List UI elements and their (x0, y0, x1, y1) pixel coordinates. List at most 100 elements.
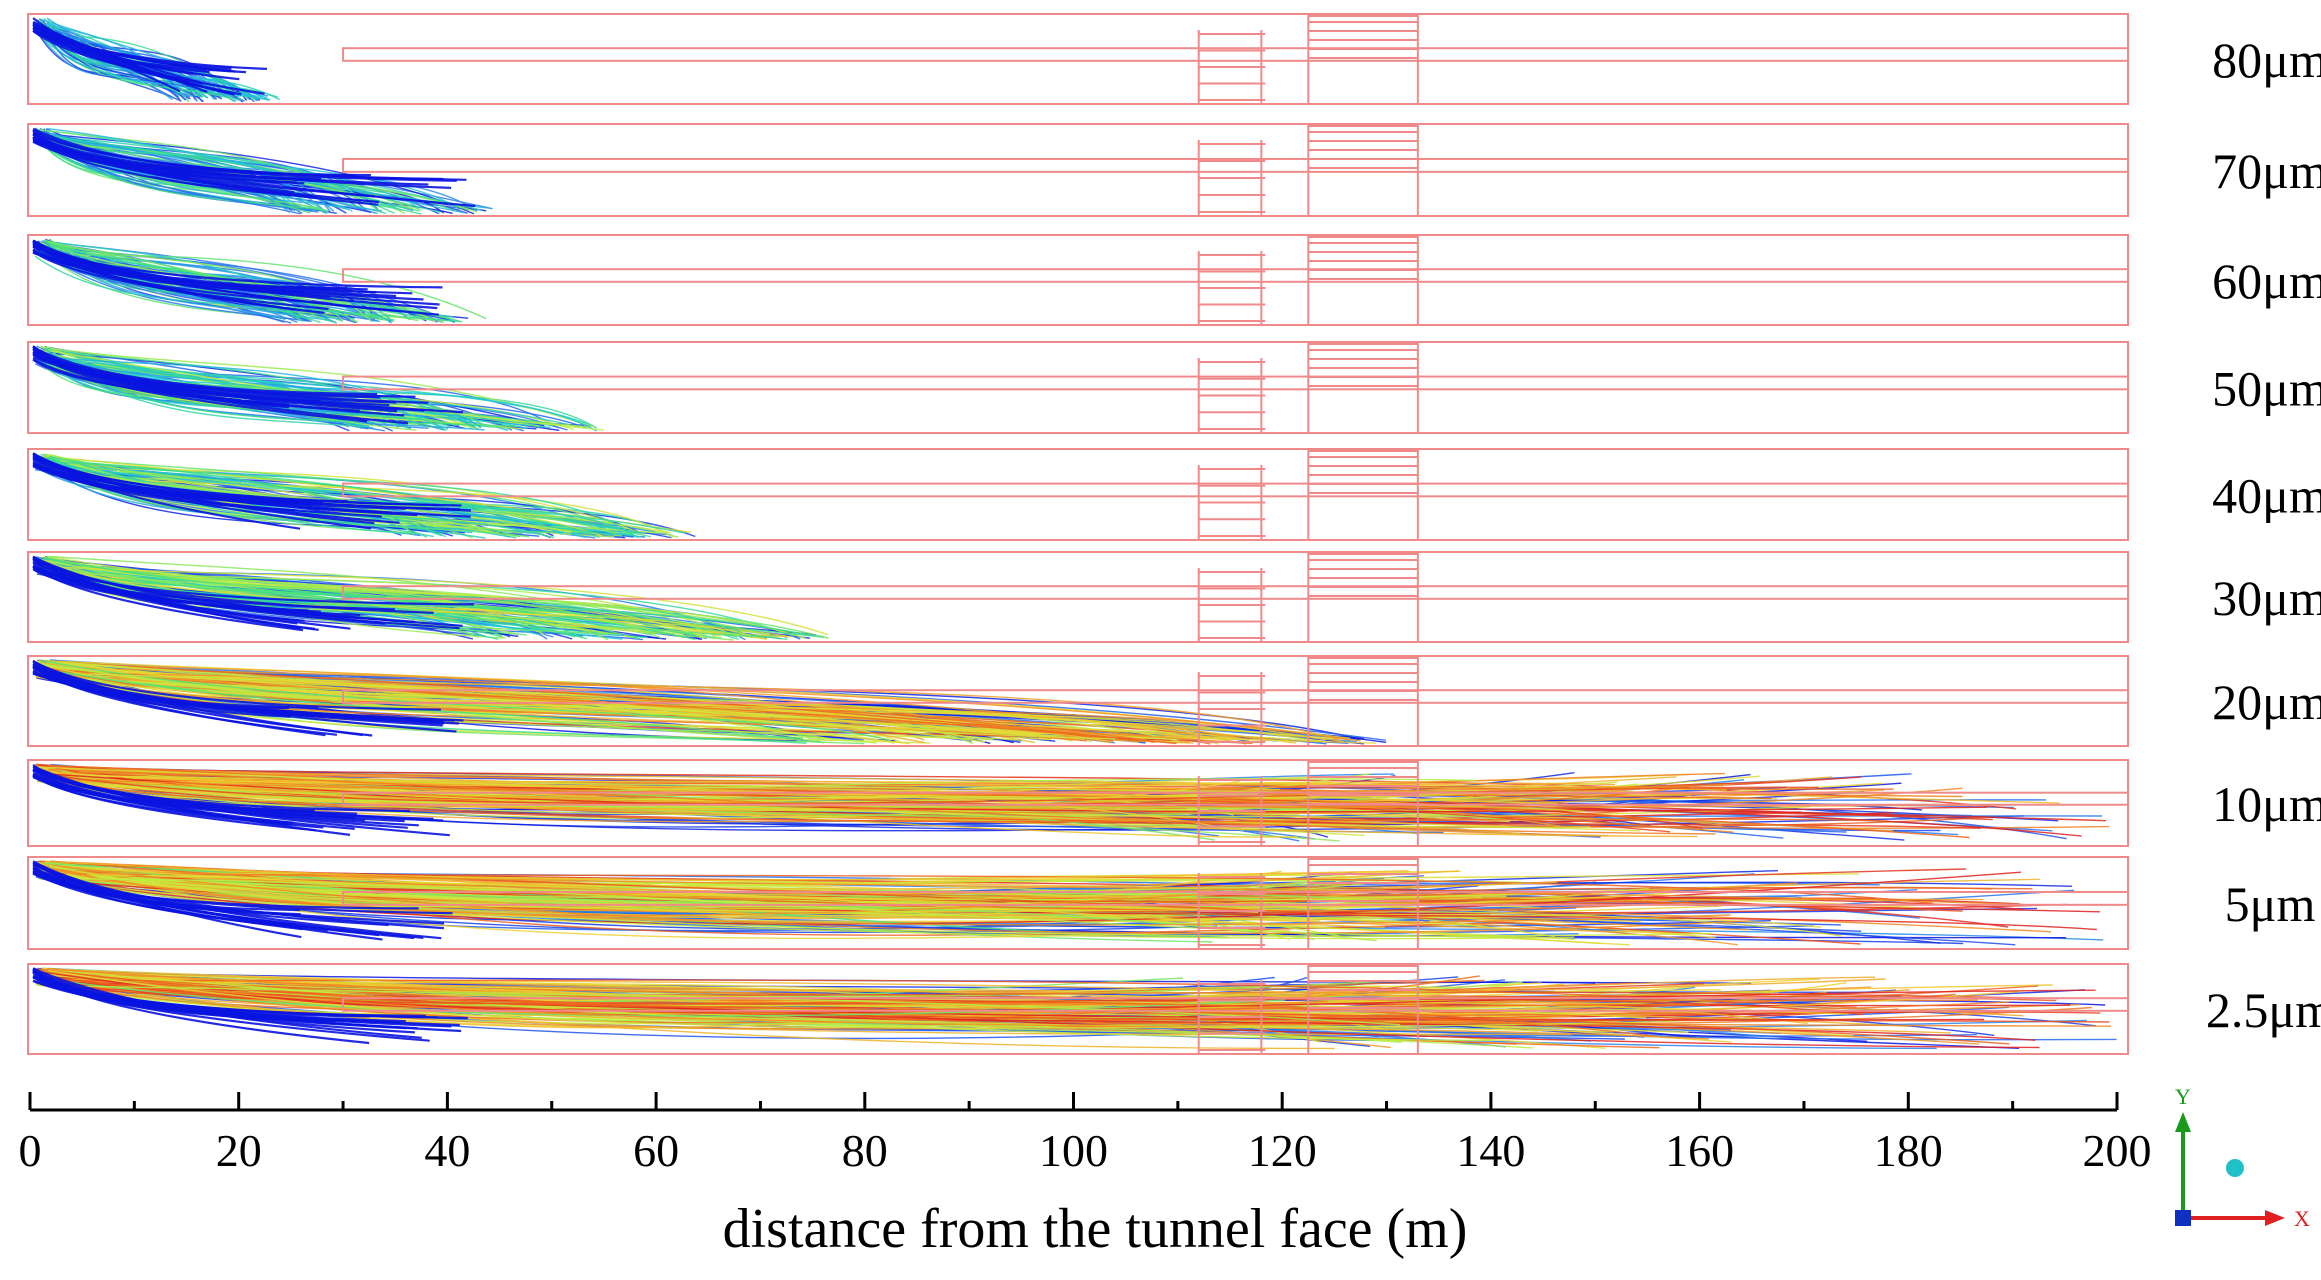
streamline (50, 971, 2059, 1000)
duct-pipe (342, 791, 2129, 806)
streamline-core (32, 345, 464, 425)
panel-40um: 40μm (27, 448, 2321, 541)
trestle-frame (1307, 125, 1419, 217)
streamline (32, 768, 434, 820)
streamline (39, 873, 1630, 946)
panel-80um: 80μm (27, 13, 2321, 105)
trolley-frame (1197, 465, 1266, 540)
streamline (35, 772, 1987, 813)
panel-label-2.5um: 2.5μm (2206, 982, 2321, 1038)
streamline (50, 674, 1147, 741)
trestle-box (1307, 450, 1419, 541)
streamline-core (32, 555, 475, 632)
streamline (32, 775, 315, 812)
trestle-frame (1307, 965, 1419, 1055)
streamline (32, 250, 329, 311)
streamline (32, 358, 368, 423)
trestle-box (1307, 15, 1419, 105)
trolley-frame (1197, 672, 1266, 746)
ventilation-duct (342, 268, 2129, 283)
trestle-box (1307, 965, 1419, 1055)
streamline (32, 557, 460, 630)
tunnel-outline (27, 234, 2129, 326)
trestle-frame (1307, 761, 1419, 847)
streamline (39, 878, 1520, 938)
streamline (38, 355, 445, 430)
trestle-box (1307, 236, 1419, 326)
duct-pipe (342, 47, 2129, 62)
streamline (32, 565, 304, 632)
streamline (37, 865, 1731, 926)
streamline (32, 140, 305, 185)
streamline (46, 460, 447, 538)
streamline (43, 868, 1626, 905)
duct-pipe (342, 157, 2129, 173)
trolley-frame (1197, 873, 1266, 949)
tunnel-outline (27, 759, 2129, 847)
streamline (32, 128, 467, 181)
streamline-core (32, 860, 453, 941)
streamline (48, 570, 735, 636)
x-tick-label: 80 (842, 1125, 888, 1176)
streamline (44, 860, 1409, 881)
streamline (46, 869, 2025, 906)
streamline (40, 863, 1750, 935)
ventilation-duct (342, 689, 2129, 704)
streamline (34, 255, 311, 322)
streamline (35, 253, 487, 320)
x-tick-label: 180 (1874, 1125, 1943, 1176)
streamline (39, 659, 891, 742)
streamline (40, 777, 1724, 795)
streamline (32, 867, 444, 930)
streamline (38, 777, 1887, 823)
streamline (32, 251, 288, 310)
x-tick-label: 140 (1456, 1125, 1525, 1176)
streamline (38, 968, 1533, 1024)
streamline (49, 455, 434, 538)
streamline (43, 770, 1231, 830)
ventilation-duct (342, 791, 2129, 806)
tunnel-outline (27, 963, 2129, 1055)
trestle-frame (1307, 450, 1419, 541)
streamline (32, 136, 429, 186)
streamline-core (32, 659, 464, 737)
distance-axis: 0 20 40 60 80 100 120 140 160 180 200 distance fro… (19, 1092, 2152, 1260)
streamline (45, 861, 1314, 940)
streamline (47, 356, 421, 426)
trestle-frame (1307, 858, 1419, 950)
streamline (32, 27, 247, 74)
streamline-core (32, 452, 471, 530)
triad-z-marker (2226, 1159, 2244, 1177)
streamline (32, 970, 460, 1027)
streamline (32, 244, 413, 295)
particle-trajectory-panels: 80μm 70μm 60μm 50μm 40μm 30μm 20μm 10μm 5μm 2.5μm (27, 13, 2321, 1055)
streamline (41, 665, 1232, 739)
trestle-box (1307, 125, 1419, 217)
trestle-box (1307, 657, 1419, 747)
trolley-frame (1197, 30, 1266, 104)
trolley-frame (1197, 776, 1266, 846)
streamline (43, 557, 696, 641)
streamline (32, 346, 378, 396)
x-axis-title: distance from the tunnel face (m) (723, 1198, 1468, 1260)
streamline (36, 659, 1177, 745)
trolley-frame (1197, 358, 1266, 433)
streamline (32, 670, 464, 722)
tunnel-outline (27, 655, 2129, 747)
streamline (32, 665, 326, 737)
triad-y-label: Y (2175, 1084, 2191, 1109)
streamline (43, 559, 807, 640)
panel-label-60um: 60μm (2212, 253, 2321, 309)
streamline (46, 23, 180, 99)
streamline (32, 974, 452, 1028)
x-tick-label: 60 (633, 1125, 679, 1176)
tunnel-outline (27, 551, 2129, 643)
streamline (39, 136, 491, 209)
streamline-core (32, 239, 443, 316)
streamline (47, 877, 1575, 940)
x-tick-label: 200 (2083, 1125, 2152, 1176)
ventilation-duct (342, 890, 2129, 906)
streamline (32, 347, 397, 404)
streamline (45, 868, 2067, 915)
